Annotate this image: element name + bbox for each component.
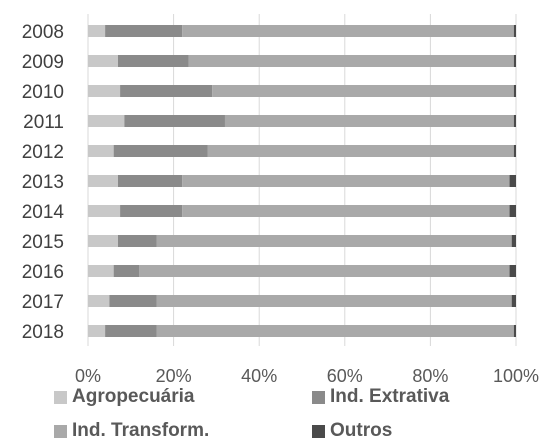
- bar-segment: [120, 85, 213, 97]
- legend-label: Ind. Extrativa: [330, 386, 450, 407]
- bar-segment: [509, 265, 516, 277]
- legend-swatch: [54, 424, 67, 438]
- bar-segment: [88, 295, 110, 307]
- legend-swatch: [312, 424, 325, 438]
- bar-segment: [88, 325, 106, 337]
- bar-segment: [509, 205, 516, 217]
- bar-segment: [88, 205, 121, 217]
- category-label: 2017: [22, 292, 64, 313]
- category-label: 2018: [22, 322, 64, 343]
- bar-segment: [109, 295, 157, 307]
- bar-segment: [156, 235, 512, 247]
- legend-item: Agropecuária: [54, 384, 194, 410]
- category-label: 2013: [22, 172, 64, 193]
- legend-item: Outros: [312, 418, 392, 444]
- x-tick-label: 20%: [156, 366, 192, 384]
- bar-segment: [513, 55, 516, 67]
- bar-segment: [511, 295, 516, 307]
- bar-segment: [88, 115, 125, 127]
- x-tick-label: 100%: [493, 366, 539, 384]
- bar-segment: [509, 175, 516, 187]
- stacked-bar-chart: 2008 2009 2010 2011 2012 2013 2014 2015 2016 2017…: [22, 14, 539, 384]
- bar-segment: [513, 115, 516, 127]
- bar-segment: [212, 85, 514, 97]
- bars: [88, 25, 516, 337]
- bar-segment: [113, 145, 208, 157]
- bar-segment: [120, 205, 183, 217]
- bar-segment: [105, 325, 157, 337]
- bar-segment: [513, 25, 516, 37]
- legend-label: Ind. Transform.: [72, 420, 210, 441]
- x-tick-label: 0%: [75, 366, 101, 384]
- bar-segment: [88, 145, 114, 157]
- legend-label: Outros: [330, 420, 393, 441]
- legend-swatch: [54, 390, 67, 404]
- bar-segment: [207, 145, 514, 157]
- category-label: 2015: [22, 232, 64, 253]
- bar-segment: [513, 85, 516, 97]
- bar-segment: [88, 25, 106, 37]
- bar-segment: [511, 235, 516, 247]
- category-label: 2016: [22, 262, 64, 283]
- bar-segment: [139, 265, 510, 277]
- category-label: 2008: [22, 22, 64, 43]
- x-tick-label: 40%: [241, 366, 277, 384]
- bar-segment: [117, 235, 157, 247]
- bar-segment: [182, 205, 510, 217]
- bar-segment: [513, 145, 516, 157]
- bar-segment: [156, 325, 514, 337]
- bar-segment: [224, 115, 514, 127]
- category-label: 2010: [22, 82, 64, 103]
- bar-segment: [88, 55, 118, 67]
- x-tick-label: 60%: [327, 366, 363, 384]
- legend-label: Agropecuária: [72, 386, 195, 407]
- legend-item: Ind. Transform.: [54, 418, 209, 444]
- bar-segment: [513, 325, 516, 337]
- category-labels: 2008 2009 2010 2011 2012 2013 2014 2015 2016 2017…: [22, 22, 65, 343]
- x-axis-tick-labels: 0% 20% 40% 60% 80% 100%: [75, 366, 539, 384]
- bar-segment: [88, 235, 118, 247]
- bar-segment: [182, 25, 514, 37]
- legend-item: Ind. Extrativa: [312, 384, 449, 410]
- bar-segment: [117, 55, 189, 67]
- category-label: 2009: [22, 52, 64, 73]
- bar-segment: [182, 175, 510, 187]
- legend-swatch: [312, 390, 325, 404]
- bar-segment: [105, 25, 183, 37]
- bar-segment: [88, 175, 118, 187]
- bar-segment: [88, 265, 114, 277]
- bar-segment: [88, 85, 121, 97]
- x-tick-label: 80%: [412, 366, 448, 384]
- category-label: 2012: [22, 142, 64, 163]
- bar-segment: [117, 175, 183, 187]
- category-label: 2011: [23, 112, 64, 133]
- bar-segment: [124, 115, 225, 127]
- bar-segment: [156, 295, 512, 307]
- bar-segment: [113, 265, 140, 277]
- category-label: 2014: [22, 202, 65, 223]
- bar-segment: [188, 55, 514, 67]
- legend: Agropecuária Ind. Extrativa Ind. Transform…: [54, 384, 534, 448]
